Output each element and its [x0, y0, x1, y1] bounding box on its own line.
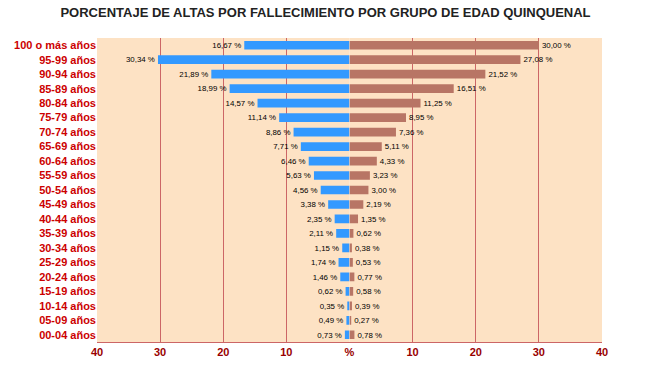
svg-text:21,52 %: 21,52 %	[488, 70, 517, 79]
svg-text:1,46 %: 1,46 %	[313, 273, 338, 282]
svg-text:60-64 años: 60-64 años	[39, 155, 96, 167]
svg-text:5,11 %: 5,11 %	[385, 142, 409, 151]
svg-text:3,38 %: 3,38 %	[301, 200, 326, 209]
svg-text:100 o más años: 100 o más años	[14, 39, 96, 51]
svg-text:30-34 años: 30-34 años	[39, 242, 96, 254]
svg-text:20: 20	[217, 346, 229, 358]
svg-text:0,78 %: 0,78 %	[357, 331, 382, 340]
svg-text:0,38 %: 0,38 %	[355, 244, 380, 253]
svg-text:2,11 %: 2,11 %	[309, 229, 333, 238]
svg-text:5,63 %: 5,63 %	[286, 171, 311, 180]
svg-text:00-04 años: 00-04 años	[39, 329, 96, 341]
svg-text:25-29 años: 25-29 años	[39, 256, 96, 268]
svg-text:16,51 %: 16,51 %	[457, 84, 486, 93]
svg-text:0,39 %: 0,39 %	[355, 302, 380, 311]
svg-text:0,62 %: 0,62 %	[318, 287, 343, 296]
svg-text:75-79 años: 75-79 años	[39, 111, 96, 123]
svg-text:0,62 %: 0,62 %	[356, 229, 381, 238]
svg-text:27,08 %: 27,08 %	[523, 55, 552, 64]
svg-text:14,57 %: 14,57 %	[226, 99, 255, 108]
svg-text:35-39 años: 35-39 años	[39, 227, 96, 239]
svg-text:90-94 años: 90-94 años	[39, 68, 96, 80]
svg-text:2,35 %: 2,35 %	[307, 215, 332, 224]
svg-text:16,67 %: 16,67 %	[212, 41, 241, 50]
svg-text:3,23 %: 3,23 %	[373, 171, 398, 180]
svg-text:10: 10	[280, 346, 292, 358]
svg-text:11,25 %: 11,25 %	[424, 99, 452, 108]
svg-text:1,74 %: 1,74 %	[311, 258, 336, 267]
svg-text:20-24 años: 20-24 años	[39, 271, 96, 283]
svg-text:10-14 años: 10-14 años	[39, 300, 96, 312]
svg-text:05-09 años: 05-09 años	[39, 314, 96, 326]
svg-text:95-99 años: 95-99 años	[39, 54, 96, 66]
svg-text:0,35 %: 0,35 %	[320, 302, 345, 311]
svg-text:20: 20	[470, 346, 482, 358]
svg-text:30: 30	[533, 346, 545, 358]
svg-text:55-59 años: 55-59 años	[39, 169, 96, 181]
svg-text:8,95 %: 8,95 %	[409, 113, 434, 122]
svg-text:65-69 años: 65-69 años	[39, 140, 96, 152]
svg-text:3,00 %: 3,00 %	[371, 186, 396, 195]
svg-text:7,36 %: 7,36 %	[399, 128, 424, 137]
svg-text:40: 40	[91, 346, 103, 358]
svg-text:21,89 %: 21,89 %	[179, 70, 208, 79]
svg-text:40: 40	[596, 346, 608, 358]
svg-text:80-84 años: 80-84 años	[39, 97, 96, 109]
svg-text:30,34 %: 30,34 %	[126, 55, 155, 64]
svg-text:8,86 %: 8,86 %	[266, 128, 291, 137]
svg-text:0,27 %: 0,27 %	[354, 316, 379, 325]
svg-text:6,46 %: 6,46 %	[281, 157, 306, 166]
svg-text:0,53 %: 0,53 %	[356, 258, 381, 267]
svg-text:45-49 años: 45-49 años	[39, 198, 96, 210]
svg-text:0,58 %: 0,58 %	[356, 287, 381, 296]
svg-text:1,15 %: 1,15 %	[315, 244, 340, 253]
svg-text:0,49 %: 0,49 %	[319, 316, 344, 325]
svg-text:11,14 %: 11,14 %	[248, 113, 276, 122]
svg-text:%: %	[345, 346, 355, 358]
svg-text:7,71 %: 7,71 %	[273, 142, 298, 151]
svg-text:30,00 %: 30,00 %	[542, 41, 571, 50]
svg-text:10: 10	[407, 346, 419, 358]
svg-text:18,99 %: 18,99 %	[198, 84, 227, 93]
svg-text:15-19 años: 15-19 años	[39, 285, 96, 297]
svg-text:0,73 %: 0,73 %	[317, 331, 342, 340]
svg-text:PORCENTAJE DE ALTAS POR FALLEC: PORCENTAJE DE ALTAS POR FALLECIMIENTO PO…	[60, 5, 590, 20]
svg-text:50-54 años: 50-54 años	[39, 184, 96, 196]
svg-text:40-44 años: 40-44 años	[39, 213, 96, 225]
svg-text:70-74 años: 70-74 años	[39, 126, 96, 138]
svg-text:85-89 años: 85-89 años	[39, 83, 96, 95]
svg-text:4,56 %: 4,56 %	[293, 186, 318, 195]
svg-text:0,77 %: 0,77 %	[357, 273, 382, 282]
svg-text:30: 30	[154, 346, 166, 358]
svg-text:2,19 %: 2,19 %	[366, 200, 391, 209]
svg-text:1,35 %: 1,35 %	[361, 215, 386, 224]
svg-text:4,33 %: 4,33 %	[380, 157, 405, 166]
